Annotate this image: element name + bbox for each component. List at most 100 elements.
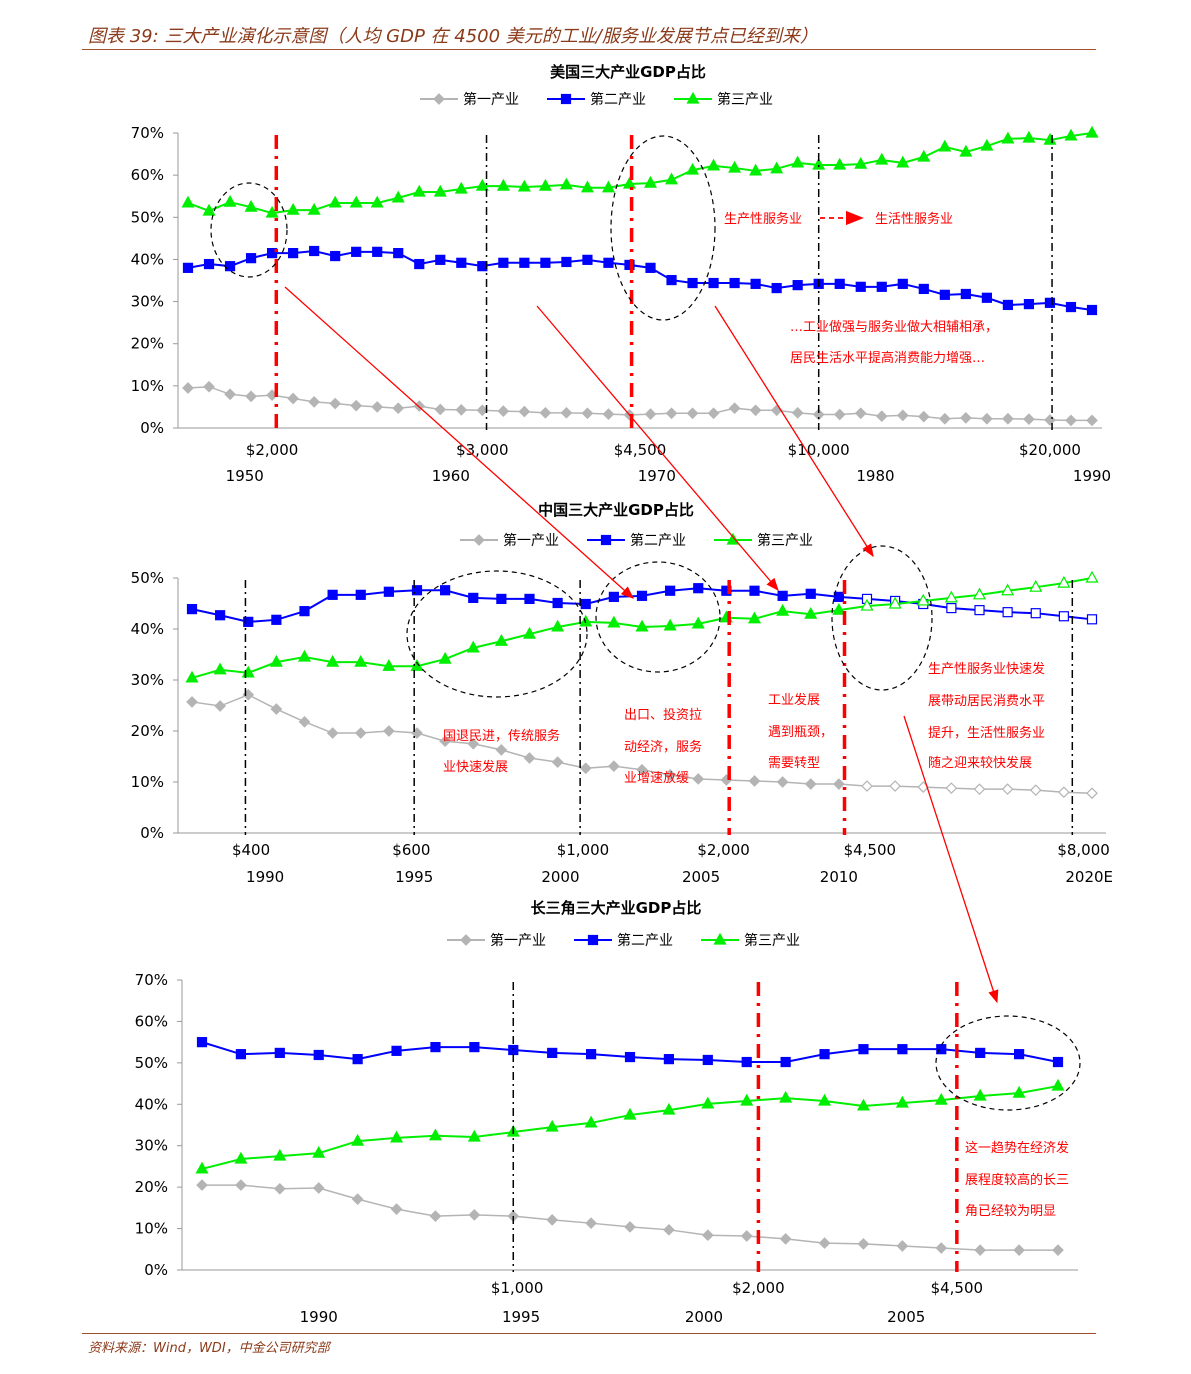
data-point [876, 281, 887, 292]
data-point [540, 257, 551, 268]
data-point [519, 257, 530, 268]
data-point [354, 727, 367, 739]
data-point [186, 604, 198, 615]
data-point [818, 1093, 832, 1106]
data-point [308, 396, 320, 408]
legend-marker [560, 93, 572, 105]
data-point [1001, 783, 1014, 795]
data-point [664, 769, 676, 781]
data-point [354, 654, 368, 667]
data-point [602, 408, 615, 420]
data-point [477, 261, 488, 272]
chart-title: 中国三大产业GDP占比 [538, 501, 694, 519]
data-point [635, 619, 649, 632]
legend-marker [460, 934, 472, 946]
data-point [686, 162, 700, 175]
legend-label: 第二产业 [590, 91, 646, 108]
data-point [455, 404, 468, 416]
legend-label: 第二产业 [630, 532, 686, 549]
annotation-text: 展带动居民消费水平 [928, 694, 1045, 709]
data-point [349, 195, 363, 208]
data-point [579, 614, 593, 627]
data-point [780, 1056, 791, 1068]
data-point [181, 195, 195, 208]
gdp-per-capita-label: $8,000 [1057, 841, 1110, 859]
data-point [636, 590, 648, 601]
data-point [643, 175, 658, 188]
data-point [440, 585, 451, 596]
data-point [771, 282, 782, 294]
data-point [559, 177, 573, 190]
data-point [707, 158, 721, 171]
data-point [980, 138, 994, 151]
data-point [467, 737, 480, 750]
data-point [1022, 130, 1036, 143]
year-label: 1990 [246, 868, 284, 886]
data-point [524, 593, 535, 605]
data-point [326, 654, 340, 667]
data-point [330, 250, 341, 262]
data-point [860, 598, 874, 611]
data-point [917, 410, 930, 423]
data-point [857, 1238, 870, 1250]
y-tick-label: 30% [131, 671, 164, 689]
connector-arrow [536, 305, 779, 591]
y-tick-label: 30% [135, 1137, 168, 1155]
data-point [1058, 786, 1070, 799]
data-point [854, 407, 867, 420]
footer-divider [82, 1333, 1096, 1334]
y-tick-label: 20% [131, 722, 164, 740]
data-point [476, 404, 489, 417]
data-point [607, 615, 621, 628]
legend-marker [686, 91, 700, 104]
data-point [286, 202, 300, 215]
data-point [897, 1044, 908, 1055]
legend-marker [473, 534, 485, 546]
data-point [1065, 414, 1077, 427]
data-point [329, 397, 342, 410]
data-point [391, 1045, 402, 1056]
data-point [496, 593, 507, 605]
gdp-per-capita-label: $2,000 [732, 1279, 785, 1297]
data-point [624, 1051, 636, 1063]
data-point [245, 390, 257, 403]
data-point [974, 605, 985, 616]
data-point [960, 288, 971, 300]
data-point [1052, 1056, 1064, 1068]
gdp-per-capita-label: $400 [232, 841, 270, 859]
year-label: 2005 [682, 868, 720, 886]
data-point [770, 161, 784, 174]
data-point [779, 1090, 793, 1103]
data-point [265, 205, 279, 218]
data-point [981, 412, 993, 425]
y-tick-label: 10% [131, 773, 164, 791]
annotation-text: 业快速发展 [443, 759, 508, 775]
highlight-ellipse [595, 561, 721, 673]
data-point [433, 184, 447, 197]
data-point [269, 654, 283, 667]
data-point [456, 257, 467, 268]
data-point [856, 1098, 870, 1111]
data-point [708, 277, 719, 289]
data-point [897, 278, 908, 289]
data-point [939, 289, 950, 300]
data-point [818, 1237, 831, 1249]
data-point [1029, 784, 1042, 797]
data-point [203, 380, 215, 393]
data-point [508, 1044, 519, 1056]
data-point [494, 633, 508, 646]
data-point [938, 412, 951, 425]
data-point [561, 256, 572, 268]
data-point [392, 402, 405, 415]
data-point [498, 257, 509, 268]
year-label: 2000 [541, 868, 579, 886]
data-point [1044, 297, 1056, 308]
data-point [916, 593, 930, 606]
data-point [434, 403, 447, 416]
data-point [429, 1210, 442, 1222]
data-point [185, 670, 199, 683]
y-tick-label: 10% [135, 1220, 168, 1238]
data-point [271, 614, 282, 625]
